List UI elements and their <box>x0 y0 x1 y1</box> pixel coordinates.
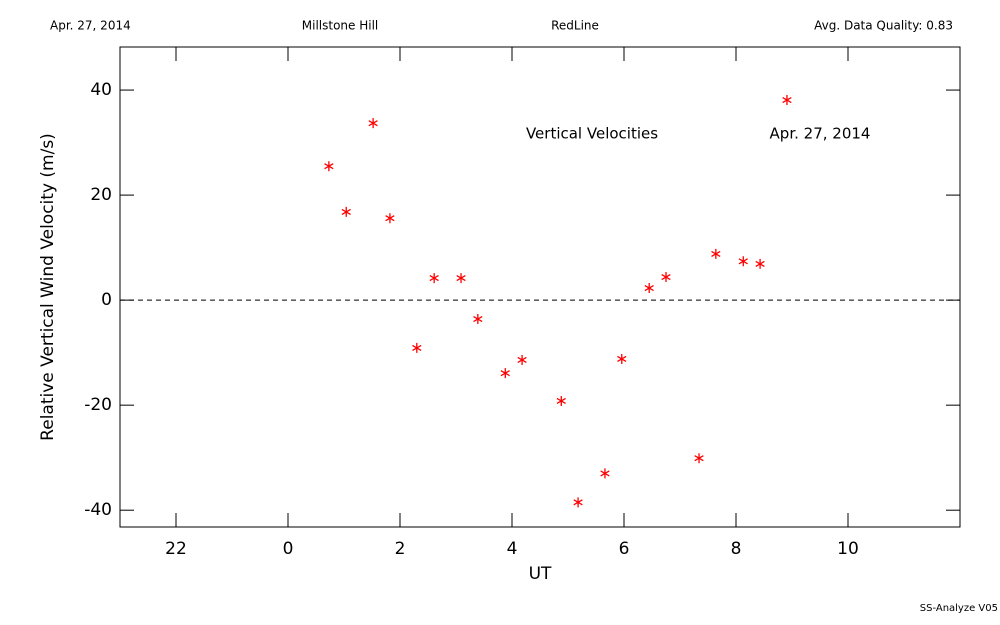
data-point <box>711 248 721 259</box>
y-tick-label: -20 <box>84 395 112 415</box>
data-point <box>385 213 395 224</box>
x-tick-label: 2 <box>395 539 406 559</box>
header-site: Millstone Hill <box>302 19 378 33</box>
y-tick-label: -40 <box>84 500 112 520</box>
data-point <box>368 118 378 129</box>
data-point <box>412 342 422 353</box>
data-point <box>755 258 765 269</box>
y-axis-label: Relative Vertical Wind Velocity (m/s) <box>38 133 58 441</box>
x-tick-label: 22 <box>165 539 187 559</box>
x-tick-label: 4 <box>507 539 518 559</box>
x-tick-label: 8 <box>731 539 742 559</box>
x-axis-label: UT <box>529 564 552 584</box>
annotation: Apr. 27, 2014 <box>770 125 871 143</box>
data-point <box>617 353 627 364</box>
y-tick-label: 0 <box>101 290 112 310</box>
header-quality: Avg. Data Quality: 0.83 <box>814 19 953 33</box>
data-point <box>644 283 654 294</box>
y-tick-label: 40 <box>90 80 112 100</box>
header-date: Apr. 27, 2014 <box>50 19 131 33</box>
data-point <box>517 354 527 365</box>
x-tick-label: 0 <box>283 539 294 559</box>
data-point <box>456 273 466 284</box>
data-point <box>573 497 583 508</box>
data-point <box>429 273 439 284</box>
data-point <box>738 256 748 267</box>
data-point <box>324 161 334 172</box>
y-tick-label: 20 <box>90 185 112 205</box>
data-point <box>341 206 351 217</box>
x-tick-label: 6 <box>619 539 630 559</box>
data-point <box>600 468 610 479</box>
x-tick-label: 10 <box>837 539 859 559</box>
footer: SS-Analyze V05 <box>920 603 998 614</box>
data-point <box>661 272 671 283</box>
data-point <box>556 395 566 406</box>
header-instrument: RedLine <box>551 19 599 33</box>
annotation: Vertical Velocities <box>526 125 658 143</box>
data-point <box>782 95 792 106</box>
data-point <box>500 368 510 379</box>
plot-frame <box>119 46 961 528</box>
data-point <box>473 314 483 325</box>
data-point <box>694 453 704 464</box>
